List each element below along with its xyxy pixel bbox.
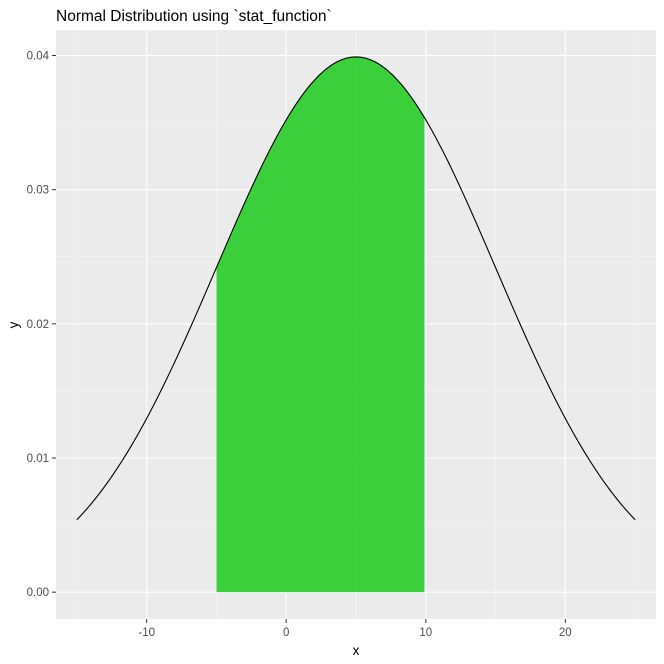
x-tick-label: 0 — [283, 627, 289, 639]
x-tick-label: 10 — [419, 627, 432, 639]
x-axis-title: x — [353, 643, 360, 658]
x-axis: -10 0 10 20 — [138, 619, 572, 639]
y-tick-label: 0.03 — [27, 185, 49, 197]
density-curve — [76, 56, 636, 521]
shaded-area — [216, 56, 425, 593]
y-tick-label: 0.01 — [27, 453, 49, 465]
x-tick-label: -10 — [138, 627, 155, 639]
chart-marks — [76, 56, 636, 593]
y-tick-label: 0.02 — [27, 319, 49, 331]
y-tick-label: 0.00 — [27, 587, 49, 599]
y-axis-title: y — [6, 321, 21, 328]
y-tick-label: 0.04 — [27, 50, 50, 62]
x-tick-label: 20 — [559, 627, 572, 639]
y-axis: 0.00 0.01 0.02 0.03 0.04 — [27, 50, 56, 599]
chart-title: Normal Distribution using `stat_function… — [56, 8, 332, 25]
